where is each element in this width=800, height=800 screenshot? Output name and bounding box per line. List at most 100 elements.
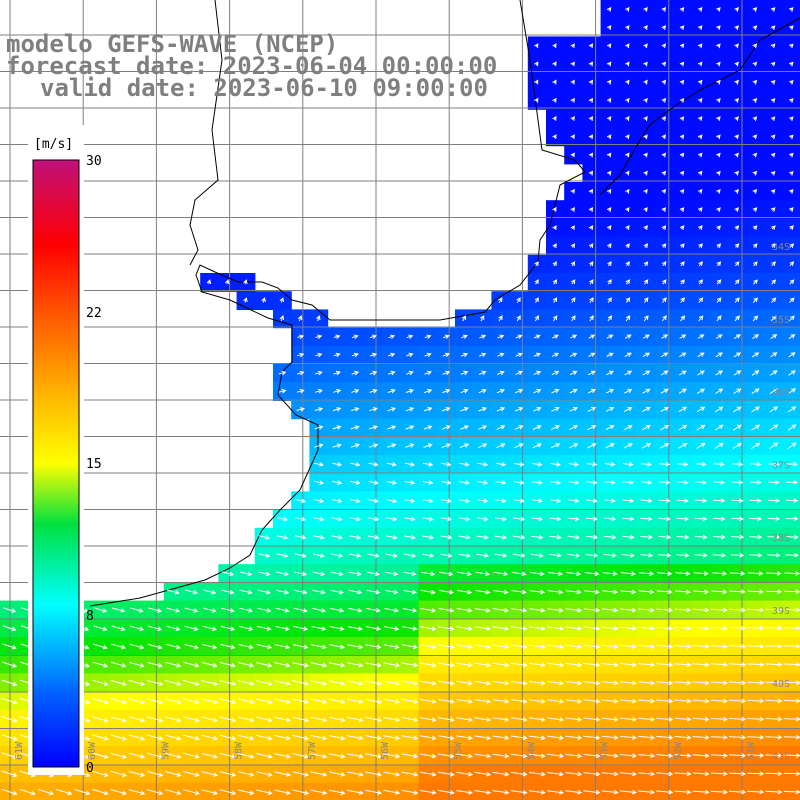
wind-arrow: [606, 61, 612, 67]
wind-arrow: [751, 370, 760, 376]
wind-arrow: [677, 461, 689, 467]
wind-arrow: [460, 370, 469, 376]
wind-arrow: [660, 388, 669, 394]
wind-arrow: [679, 61, 685, 67]
wind-arrow: [678, 442, 688, 449]
wind-arrow: [401, 680, 419, 686]
wind-arrow: [310, 735, 328, 741]
wind-arrow: [460, 352, 469, 358]
wind-arrow: [715, 370, 724, 376]
wind-arrow: [348, 607, 363, 613]
wind-arrow: [402, 644, 418, 650]
wind-arrow: [586, 480, 598, 485]
wind-arrow: [533, 388, 542, 394]
wind-arrow: [479, 352, 487, 358]
wind-arrow: [458, 498, 471, 504]
wind-arrow: [767, 552, 781, 558]
colorbar-tick-0: 0: [86, 761, 94, 776]
wind-arrow: [620, 589, 637, 595]
wind-arrow: [146, 789, 164, 796]
wind-arrow: [659, 461, 671, 467]
wind-arrow: [619, 698, 637, 704]
wind-arrow: [510, 626, 528, 631]
wind-arrow: [695, 461, 707, 467]
wind-arrow: [201, 680, 219, 686]
wind-arrow: [329, 644, 346, 650]
wind-arrow: [679, 170, 685, 176]
wind-arrow: [184, 625, 199, 632]
wind-arrow: [677, 498, 689, 504]
wind-arrow: [570, 334, 578, 339]
wind-arrow: [478, 407, 487, 412]
wind-arrow: [510, 644, 528, 650]
wind-arrow: [202, 643, 218, 650]
wind-arrow: [529, 589, 546, 595]
wind-arrow: [552, 79, 557, 85]
wind-arrow: [692, 698, 710, 704]
wind-arrow: [747, 789, 765, 795]
wind-arrow: [734, 25, 740, 31]
wind-arrow: [275, 607, 290, 613]
wind-arrow: [570, 61, 575, 67]
wind-arrow: [765, 789, 783, 795]
wind-arrow: [606, 134, 612, 140]
wind-arrow: [110, 716, 128, 723]
wind-arrow: [74, 788, 91, 796]
wind-arrow: [146, 698, 164, 705]
wind-arrow: [658, 498, 671, 504]
wind-arrow: [640, 534, 653, 540]
wind-arrow: [619, 680, 637, 686]
wind-arrow: [586, 461, 598, 467]
wind-arrow: [679, 188, 685, 194]
wind-arrow: [680, 279, 685, 285]
wind-arrow: [184, 607, 199, 613]
wind-arrow: [257, 607, 272, 613]
wind-arrow: [696, 406, 706, 413]
wind-arrow: [716, 225, 721, 231]
wind-arrow: [474, 644, 492, 650]
wind-arrow: [331, 516, 343, 522]
wind-arrow: [367, 571, 381, 577]
wind-arrow: [643, 170, 648, 176]
wind-arrow: [350, 462, 361, 467]
wind-arrow: [692, 716, 710, 722]
wind-arrow: [583, 771, 601, 777]
wind-arrow: [293, 607, 308, 613]
wind-arrow: [255, 716, 273, 723]
wind-arrow: [388, 352, 396, 358]
wind-arrow: [495, 462, 507, 467]
wind-arrow: [350, 443, 360, 448]
wind-arrow: [492, 608, 510, 613]
wind-arrow: [624, 388, 633, 394]
wind-arrow: [679, 334, 687, 339]
wind-arrow: [789, 243, 795, 249]
wind-arrow: [422, 480, 434, 485]
wind-arrow: [513, 516, 526, 522]
wind-arrow: [643, 79, 648, 85]
wind-arrow: [92, 789, 109, 796]
wind-arrow: [328, 716, 346, 723]
wind-arrow: [497, 370, 505, 376]
wind-arrow: [734, 7, 740, 12]
wind-arrow: [423, 425, 433, 430]
wind-arrow: [788, 352, 796, 358]
wind-arrow: [785, 552, 800, 558]
wind-arrow: [606, 370, 614, 376]
wind-arrow: [547, 680, 565, 686]
wind-arrow: [747, 771, 765, 777]
wind-arrow: [311, 644, 327, 650]
wind-arrow: [331, 498, 343, 504]
wind-arrow: [710, 607, 728, 613]
wind-arrow: [710, 662, 728, 667]
wind-arrow: [310, 680, 328, 686]
wind-arrow: [492, 735, 510, 741]
wind-arrow: [588, 79, 594, 85]
wind-arrow: [477, 498, 489, 504]
wind-arrow: [183, 680, 200, 686]
wind-arrow: [679, 97, 685, 103]
wind-arrow: [331, 553, 344, 558]
wind-arrow: [601, 716, 619, 722]
wind-arrow: [570, 261, 576, 267]
wind-arrow: [605, 388, 615, 394]
wind-arrow: [788, 170, 794, 176]
